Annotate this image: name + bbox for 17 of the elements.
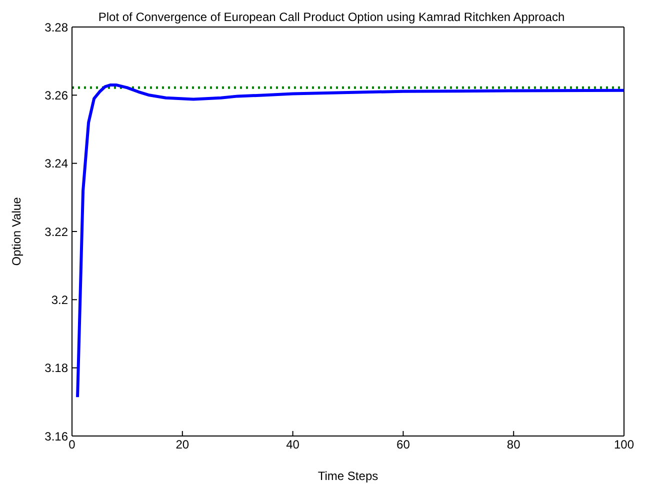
y-tick-label: 3.2: [51, 292, 68, 307]
x-axis-title: Time Steps: [318, 469, 378, 483]
y-axis-title: Option Value: [9, 196, 24, 266]
y-tick-label: 3.18: [44, 361, 68, 376]
chart-title: Plot of Convergence of European Call Product Option using Kamrad Ritchken Approach: [98, 10, 565, 24]
y-tick-label: 3.16: [44, 429, 68, 444]
x-tick-label: 60: [396, 438, 410, 452]
y-tick-label: 3.26: [44, 88, 68, 102]
y-tick-label: 3.28: [44, 20, 68, 34]
x-tick-label: 80: [506, 438, 521, 452]
x-tick-label: 100: [614, 438, 634, 452]
x-tick-label: 40: [286, 438, 300, 452]
line-series: [76, 83, 624, 399]
y-tick-label: 3.24: [44, 156, 68, 171]
x-tick-label: 20: [176, 438, 190, 452]
y-tick-label: 3.22: [44, 224, 68, 239]
x-tick-label: 0: [68, 438, 76, 452]
